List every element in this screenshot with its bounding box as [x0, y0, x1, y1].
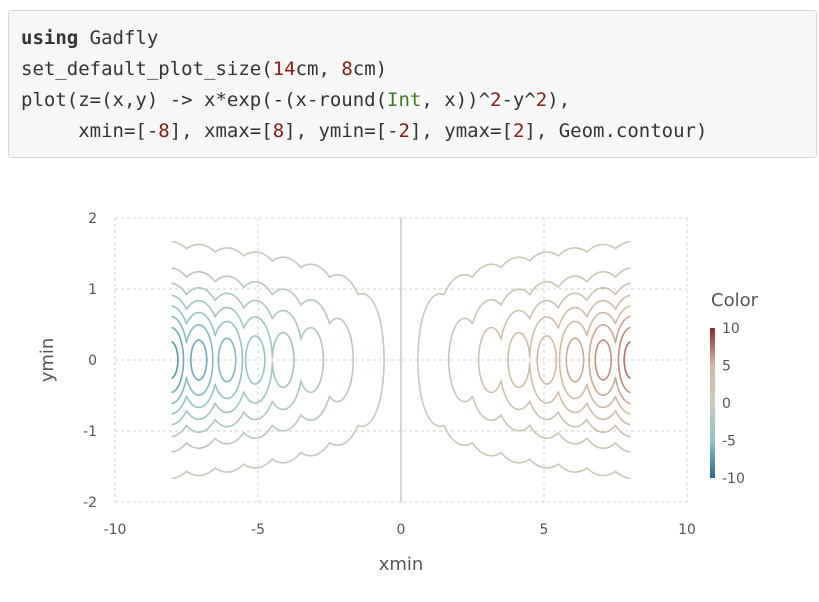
code-token: -y^ — [501, 89, 536, 111]
code-token: 14 — [272, 58, 296, 80]
contour-level — [594, 326, 631, 394]
y-tick-label: -2 — [83, 495, 97, 511]
code-line: using Gadfly — [21, 23, 816, 54]
x-tick-label: 0 — [397, 522, 406, 538]
x-tick-label: 5 — [540, 522, 549, 538]
code-token: xmin=[- — [21, 120, 159, 142]
code-token: cm, — [295, 58, 342, 80]
y-tick-label: -1 — [83, 424, 97, 440]
x-axis-ticks: -10 -5 0 5 10 — [104, 522, 696, 538]
contour-level — [171, 294, 295, 426]
contour-level — [417, 240, 631, 480]
legend-tick-label: 10 — [722, 321, 740, 337]
contour-level — [477, 282, 631, 438]
code-token: set_default_plot_size( — [21, 58, 273, 80]
x-tick-label: -5 — [251, 522, 265, 538]
code-token: 8 — [341, 58, 353, 80]
legend-tick-label: -10 — [722, 471, 745, 487]
plot-svg: -10 -5 0 5 10 210-1-2 xmin ymin Color 1050-5… — [37, 211, 759, 575]
code-token: ], Geom.contour) — [524, 120, 708, 142]
x-tick-label: -10 — [104, 522, 127, 538]
legend-ticks: 10 5 0 -5 -10 — [722, 321, 745, 487]
code-line: xmin=[-8], xmax=[8], ymin=[-2], ymax=[2]… — [21, 116, 816, 147]
code-token: plot(z=(x,y) -> x*exp(-(x-round( — [21, 89, 388, 111]
code-token: 2 — [535, 89, 548, 111]
code-token: 2 — [512, 120, 525, 142]
contour-level — [171, 282, 325, 438]
code-token: 8 — [158, 120, 170, 142]
contour-lines — [171, 217, 631, 503]
code-token: using — [21, 27, 79, 49]
code-token: , x))^ — [421, 89, 491, 111]
contour-level — [623, 341, 631, 379]
y-tick-label: 0 — [88, 353, 97, 369]
code-token: 8 — [272, 120, 285, 142]
contour-level — [171, 341, 179, 379]
code-token: ], ymax=[ — [409, 120, 513, 142]
contour-level — [448, 267, 631, 453]
contour-level — [536, 305, 631, 415]
code-line: set_default_plot_size(14cm, 8cm) — [21, 54, 816, 85]
y-tick-label: 1 — [88, 282, 97, 298]
contour-level — [171, 315, 237, 405]
contour-level — [171, 267, 354, 453]
contour-level — [171, 240, 385, 480]
legend-tick-label: 0 — [722, 396, 731, 412]
code-block: using Gadfly set_default_plot_size(14cm, … — [8, 10, 817, 158]
color-legend: Color 10 5 0 -5 -10 — [710, 290, 759, 487]
y-axis-ticks: 2 1 0 -1 -2 — [83, 211, 97, 511]
legend-tick-label: 5 — [722, 359, 731, 375]
code-token: Gadfly — [78, 27, 159, 49]
code-token: ], ymin=[- — [284, 120, 399, 142]
code-token: ], xmax=[ — [169, 120, 273, 142]
x-tick-label: 10 — [678, 522, 696, 538]
contour-level — [565, 315, 631, 405]
code-token: 2 — [398, 120, 410, 142]
colorbar — [710, 328, 715, 478]
code-token: ), — [547, 89, 571, 111]
legend-title: Color — [711, 290, 759, 311]
legend-tick-label: -5 — [722, 434, 736, 450]
contour-level — [171, 305, 266, 415]
code-token: 2 — [490, 89, 502, 111]
contour-level — [171, 326, 208, 394]
code-token: cm) — [352, 58, 388, 80]
x-axis-label: xmin — [379, 554, 424, 575]
code-line: plot(z=(x,y) -> x*exp(-(x-round(Int, x))… — [21, 85, 816, 116]
y-axis-label: ymin — [37, 338, 58, 383]
contour-plot: -10 -5 0 5 10 2 1 0 -1 -2 xmin ymin Color 10 5 0 -5… — [0, 190, 819, 597]
contour-level — [507, 294, 631, 426]
code-token: Int — [387, 89, 422, 111]
y-tick-label: 2 — [88, 211, 97, 227]
